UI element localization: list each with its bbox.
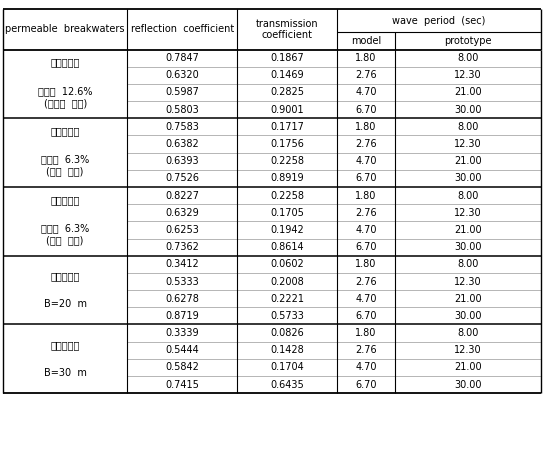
Text: 21.00: 21.00 [454, 225, 482, 235]
Text: 0.1705: 0.1705 [270, 208, 304, 218]
Text: 0.3339: 0.3339 [166, 328, 199, 338]
Text: 0.1704: 0.1704 [270, 362, 304, 373]
Text: 0.5444: 0.5444 [165, 345, 199, 355]
Text: 0.8614: 0.8614 [270, 242, 304, 252]
Text: 0.5333: 0.5333 [165, 276, 199, 287]
Text: 2.76: 2.76 [355, 139, 377, 149]
Text: 2.76: 2.76 [355, 345, 377, 355]
Text: 0.9001: 0.9001 [270, 105, 304, 115]
Text: transmission
coefficient: transmission coefficient [256, 19, 319, 40]
Text: 사석경사제: 사석경사제 [50, 271, 80, 281]
Text: 1.80: 1.80 [355, 259, 376, 269]
Text: permeable  breakwaters: permeable breakwaters [6, 24, 125, 35]
Text: 0.2221: 0.2221 [270, 294, 304, 304]
Text: 0.6278: 0.6278 [165, 294, 199, 304]
Text: 0.2825: 0.2825 [270, 87, 304, 98]
Text: 0.6253: 0.6253 [165, 225, 199, 235]
Text: 0.6320: 0.6320 [165, 70, 199, 80]
Text: wave  period  (sec): wave period (sec) [392, 15, 486, 26]
Text: 2.76: 2.76 [355, 208, 377, 218]
Text: B=30  m: B=30 m [44, 368, 87, 378]
Text: 6.70: 6.70 [355, 105, 376, 115]
Text: 2.76: 2.76 [355, 276, 377, 287]
Text: 8.00: 8.00 [458, 328, 479, 338]
Text: 0.6382: 0.6382 [165, 139, 199, 149]
Text: 8.00: 8.00 [458, 53, 479, 63]
Text: 0.7847: 0.7847 [165, 53, 199, 63]
Text: 21.00: 21.00 [454, 156, 482, 166]
Text: 공극률  6.3%: 공극률 6.3% [41, 223, 89, 233]
Text: 0.7526: 0.7526 [165, 173, 199, 184]
Text: 0.7415: 0.7415 [165, 380, 199, 389]
Text: 유공케이슨: 유공케이슨 [50, 126, 80, 136]
Text: 12.30: 12.30 [454, 70, 482, 80]
Text: 0.5803: 0.5803 [165, 105, 199, 115]
Text: 0.1942: 0.1942 [270, 225, 304, 235]
Text: 0.7362: 0.7362 [165, 242, 199, 252]
Text: 8.00: 8.00 [458, 191, 479, 201]
Text: (하단  개방): (하단 개방) [46, 167, 84, 177]
Text: 6.70: 6.70 [355, 311, 376, 321]
Text: 30.00: 30.00 [454, 105, 482, 115]
Text: 0.5842: 0.5842 [165, 362, 199, 373]
Text: 2.76: 2.76 [355, 70, 377, 80]
Text: 0.1469: 0.1469 [270, 70, 304, 80]
Text: 0.5987: 0.5987 [165, 87, 199, 98]
Text: 0.6329: 0.6329 [165, 208, 199, 218]
Text: reflection  coefficient: reflection coefficient [130, 24, 234, 35]
Text: 공극률  12.6%: 공극률 12.6% [38, 86, 92, 96]
Text: 유공케이슨: 유공케이슨 [50, 57, 80, 67]
Text: 6.70: 6.70 [355, 242, 376, 252]
Text: 4.70: 4.70 [355, 87, 376, 98]
Text: (상단  개방): (상단 개방) [46, 235, 84, 245]
Text: 유공케이슨: 유공케이슨 [50, 195, 80, 205]
Text: 12.30: 12.30 [454, 276, 482, 287]
Text: 12.30: 12.30 [454, 139, 482, 149]
Text: 8.00: 8.00 [458, 122, 479, 132]
Text: 12.30: 12.30 [454, 345, 482, 355]
Text: 12.30: 12.30 [454, 208, 482, 218]
Text: 30.00: 30.00 [454, 173, 482, 184]
Text: 0.1428: 0.1428 [270, 345, 304, 355]
Text: 30.00: 30.00 [454, 242, 482, 252]
Text: 21.00: 21.00 [454, 294, 482, 304]
Text: 0.8719: 0.8719 [165, 311, 199, 321]
Text: 4.70: 4.70 [355, 362, 376, 373]
Text: 0.1756: 0.1756 [270, 139, 304, 149]
Text: 4.70: 4.70 [355, 156, 376, 166]
Text: 0.8227: 0.8227 [165, 191, 199, 201]
Text: B=20  m: B=20 m [44, 299, 87, 309]
Text: 30.00: 30.00 [454, 380, 482, 389]
Text: 0.1717: 0.1717 [270, 122, 304, 132]
Text: 6.70: 6.70 [355, 380, 376, 389]
Text: 공극률  6.3%: 공극률 6.3% [41, 155, 89, 164]
Text: 0.3412: 0.3412 [165, 259, 199, 269]
Text: 사석경사제: 사석경사제 [50, 340, 80, 350]
Text: 1.80: 1.80 [355, 53, 376, 63]
Text: 0.8919: 0.8919 [270, 173, 304, 184]
Text: 21.00: 21.00 [454, 362, 482, 373]
Text: 0.5733: 0.5733 [270, 311, 304, 321]
Text: prototype: prototype [444, 35, 492, 46]
Text: 0.2008: 0.2008 [270, 276, 304, 287]
Text: 0.6435: 0.6435 [270, 380, 304, 389]
Text: 21.00: 21.00 [454, 87, 482, 98]
Text: (상하단  개방): (상하단 개방) [44, 98, 87, 108]
Text: 0.2258: 0.2258 [270, 191, 304, 201]
Text: 4.70: 4.70 [355, 225, 376, 235]
Text: 30.00: 30.00 [454, 311, 482, 321]
Text: 0.2258: 0.2258 [270, 156, 304, 166]
Text: 4.70: 4.70 [355, 294, 376, 304]
Text: 0.7583: 0.7583 [165, 122, 199, 132]
Text: 0.0602: 0.0602 [270, 259, 304, 269]
Text: 0.6393: 0.6393 [166, 156, 199, 166]
Text: 0.0826: 0.0826 [270, 328, 304, 338]
Text: 1.80: 1.80 [355, 328, 376, 338]
Text: 1.80: 1.80 [355, 191, 376, 201]
Text: model: model [351, 35, 381, 46]
Text: 0.1867: 0.1867 [270, 53, 304, 63]
Text: 6.70: 6.70 [355, 173, 376, 184]
Text: 1.80: 1.80 [355, 122, 376, 132]
Text: 8.00: 8.00 [458, 259, 479, 269]
